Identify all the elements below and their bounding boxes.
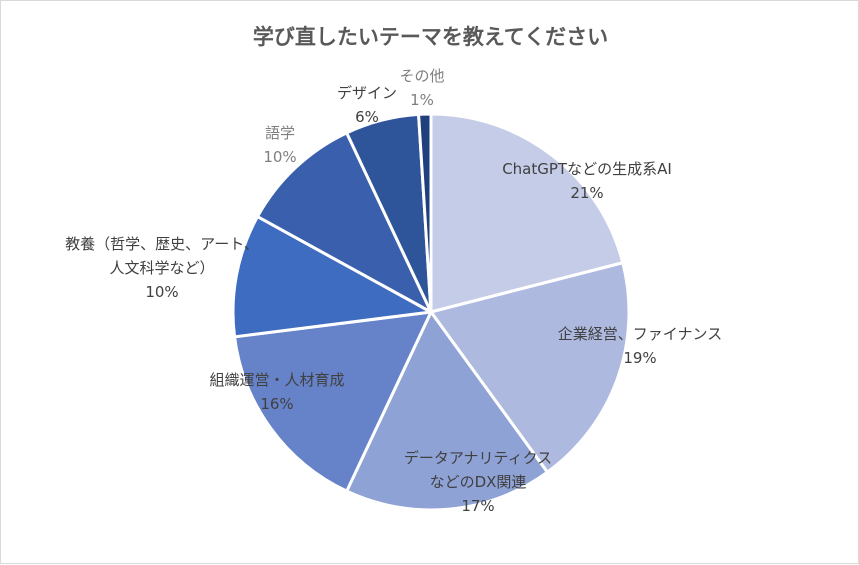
slice-label: その他 [399, 67, 444, 85]
chart-title: 学び直したいテーマを教えてください [252, 25, 609, 49]
slice-value-label: 19% [623, 349, 656, 367]
slice-value-label: 21% [570, 184, 603, 202]
pie-slice [429, 112, 625, 314]
pie-slice [429, 261, 631, 474]
slice-label: などのDX関連 [430, 473, 527, 491]
slice-label: 語学 [265, 124, 295, 142]
pie-slice [255, 131, 433, 314]
slice-label: 人文科学など） [109, 259, 214, 277]
slice-label: 教養（哲学、歴史、アート、 [65, 235, 259, 253]
pie-slice [345, 310, 549, 512]
pie-slice [231, 215, 433, 339]
slice-value-label: 6% [355, 108, 379, 126]
slice-label: 組織運営・人材育成 [209, 371, 344, 389]
slice-value-label: 17% [461, 497, 494, 515]
slice-label: ChatGPTなどの生成系AI [502, 160, 672, 178]
pie-slice [233, 310, 433, 493]
slice-label: デザイン [337, 84, 397, 102]
slice-label: 企業経営、ファイナンス [558, 325, 722, 343]
slice-value-label: 10% [263, 148, 296, 166]
slice-label: データアナリティクス [404, 449, 552, 467]
slice-value-label: 16% [260, 395, 293, 413]
slice-value-label: 10% [145, 283, 178, 301]
slice-value-label: 1% [410, 91, 434, 109]
pie-slice [417, 112, 433, 314]
